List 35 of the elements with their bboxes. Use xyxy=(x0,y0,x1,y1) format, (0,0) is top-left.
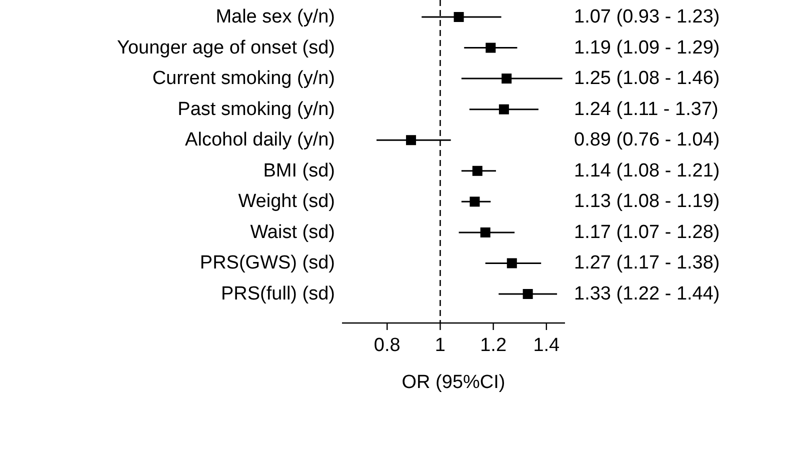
data-label: 1.17 (1.07 - 1.28) xyxy=(574,222,720,243)
point xyxy=(498,104,509,114)
point xyxy=(522,289,533,299)
y-tick-label: PRS(GWS) (sd) xyxy=(200,252,335,274)
y-tick-label: Male sex (y/n) xyxy=(216,6,335,28)
x-axis-title: OR (95%CI) xyxy=(402,372,506,393)
y-tick-label: BMI (sd) xyxy=(263,160,335,182)
x-tick-label: 0.8 xyxy=(374,335,400,356)
data-label: 1.33 (1.22 - 1.44) xyxy=(574,284,720,304)
point xyxy=(506,258,517,268)
data-label: 1.25 (1.08 - 1.46) xyxy=(574,68,720,90)
point xyxy=(454,12,464,22)
y-tick-label: Younger age of onset (sd) xyxy=(117,37,335,58)
y-tick-label: Weight (sd) xyxy=(238,191,335,212)
x-tick-label: 1.2 xyxy=(480,335,507,356)
y-tick-label: Alcohol daily (y/n) xyxy=(185,130,335,151)
data-label: 1.24 (1.11 - 1.37) xyxy=(574,98,718,120)
y-tick-label: Waist (sd) xyxy=(250,222,335,243)
y-tick-label: Current smoking (y/n) xyxy=(152,68,335,90)
point xyxy=(480,227,490,238)
point xyxy=(472,166,482,176)
data-label: 1.07 (0.93 - 1.23) xyxy=(574,6,720,28)
point xyxy=(470,196,480,207)
x-tick-label: 1.4 xyxy=(533,335,560,356)
data-label: 1.19 (1.09 - 1.29) xyxy=(574,37,720,58)
x-tick-label: 1 xyxy=(434,335,446,356)
point xyxy=(502,74,512,84)
data-label: 1.27 (1.17 - 1.38) xyxy=(574,252,720,274)
data-label: 0.89 (0.76 - 1.04) xyxy=(574,130,720,151)
point xyxy=(406,135,416,146)
point xyxy=(486,42,496,53)
data-label: 1.13 (1.08 - 1.19) xyxy=(574,191,720,212)
y-tick-label: PRS(full) (sd) xyxy=(220,284,335,304)
data-label: 1.14 (1.08 - 1.21) xyxy=(574,160,720,182)
y-tick-label: Past smoking (y/n) xyxy=(178,98,335,120)
